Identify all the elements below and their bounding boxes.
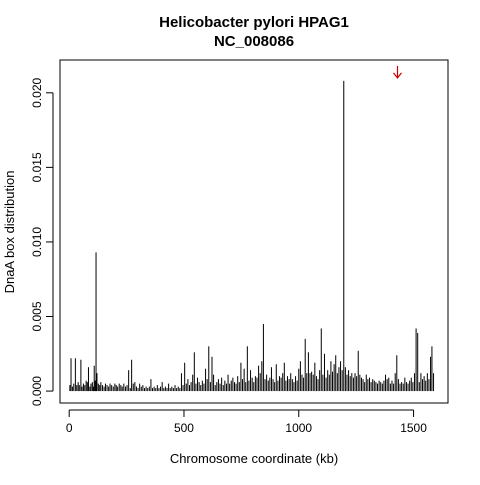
y-tick-label: 0.020: [30, 77, 44, 107]
x-tick-label: 500: [174, 421, 194, 435]
arrow-head: [393, 72, 402, 79]
plot-frame: [59, 59, 449, 404]
chart-title: Helicobacter pylori HPAG1: [159, 14, 349, 31]
y-axis-label: DnaA box distribution: [2, 171, 17, 294]
x-axis-label: Chromosome coordinate (kb): [170, 451, 338, 466]
bars-layer: [69, 80, 435, 392]
y-tick-label: 0.000: [30, 376, 44, 406]
x-axis: 0 500 1000 1500: [66, 409, 427, 435]
y-axis: 0.000 0.005 0.010 0.015 0.020: [30, 77, 54, 406]
chart-subtitle: NC_008086: [214, 33, 294, 50]
annotation-layer: [393, 65, 402, 79]
y-tick-label: 0.005: [30, 301, 44, 331]
x-tick-label: 1500: [400, 421, 427, 435]
x-tick-label: 0: [66, 421, 73, 435]
y-tick-label: 0.010: [30, 227, 44, 257]
y-tick-label: 0.015: [30, 152, 44, 182]
down-arrow-icon: [393, 65, 402, 79]
x-tick-label: 1000: [285, 421, 312, 435]
